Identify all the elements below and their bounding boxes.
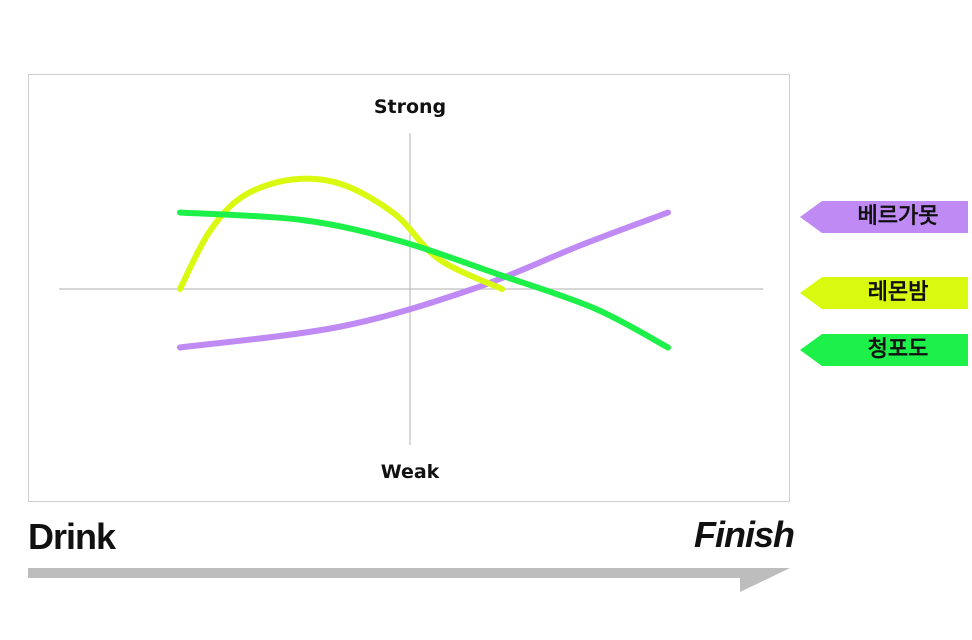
legend-label: 베르가못 xyxy=(857,204,939,229)
legend-item-2: 레몬밤 xyxy=(800,277,968,309)
chart-frame: Strong Weak xyxy=(28,74,790,502)
legend-item-3: 청포도 xyxy=(800,334,968,366)
legend-label: 레몬밤 xyxy=(867,280,929,305)
series-layer xyxy=(177,175,671,351)
legend-tag-shape xyxy=(800,334,968,366)
weak-label: Weak xyxy=(381,461,440,483)
flavor-chart: Strong Weak xyxy=(59,96,763,483)
finish-label: Finish xyxy=(694,514,795,555)
time-arrow xyxy=(28,568,790,592)
drink-label: Drink xyxy=(28,516,116,557)
legend-label: 청포도 xyxy=(867,337,929,362)
strong-label: Strong xyxy=(374,96,446,118)
series-line-1 xyxy=(177,209,671,351)
time-arrow-shape xyxy=(28,568,790,592)
series-line-3 xyxy=(177,209,671,351)
legend-tag-shape xyxy=(800,201,968,233)
legend-tag-shape xyxy=(800,277,968,309)
legend-item-1: 베르가못 xyxy=(800,201,968,233)
series-line-2 xyxy=(177,175,506,292)
